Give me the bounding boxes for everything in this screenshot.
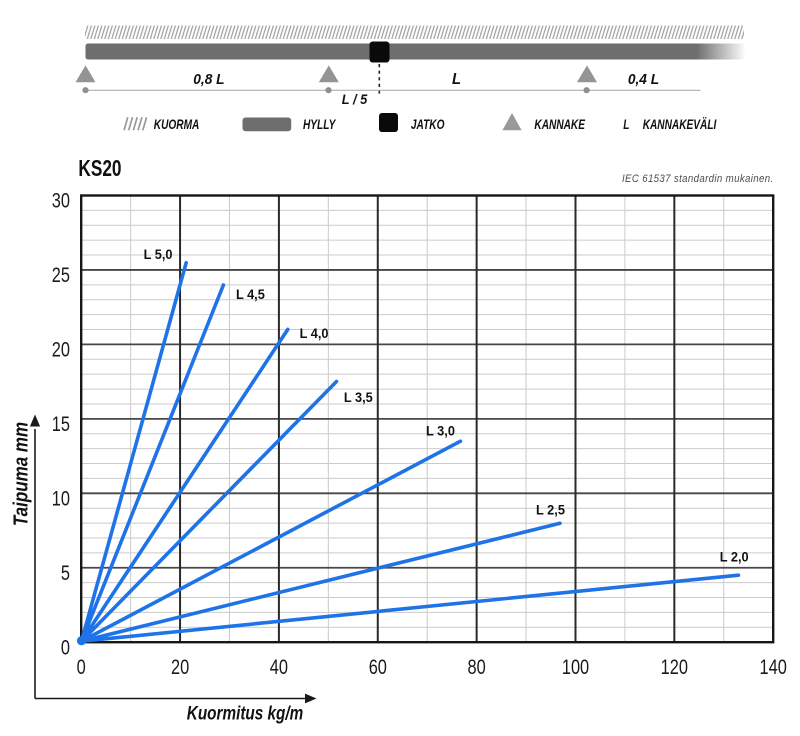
svg-text:L 4,0: L 4,0 [300, 325, 329, 341]
svg-text:40: 40 [270, 655, 288, 678]
svg-text:100: 100 [562, 655, 589, 678]
svg-text:0,4 L: 0,4 L [628, 71, 659, 87]
svg-text:20: 20 [52, 338, 70, 361]
svg-text:30: 30 [52, 189, 70, 212]
svg-text:L: L [452, 71, 461, 88]
svg-text:140: 140 [760, 655, 787, 678]
svg-text:KANNAKEVÄLI: KANNAKEVÄLI [643, 115, 717, 132]
svg-text:KANNAKE: KANNAKE [534, 116, 585, 132]
svg-text:0,8 L: 0,8 L [193, 71, 224, 87]
svg-text:80: 80 [467, 655, 485, 678]
svg-text:JATKO: JATKO [411, 116, 445, 132]
svg-text:5: 5 [61, 561, 70, 584]
svg-text:L 4,5: L 4,5 [236, 287, 265, 303]
svg-text:10: 10 [52, 487, 70, 510]
svg-text:HYLLY: HYLLY [303, 116, 336, 132]
svg-text:60: 60 [369, 655, 387, 678]
svg-text:L 5,0: L 5,0 [144, 246, 173, 262]
svg-text:Taipuma mm: Taipuma mm [9, 422, 32, 526]
svg-text:L / 5: L / 5 [342, 92, 368, 107]
svg-text:L 3,5: L 3,5 [344, 389, 373, 405]
svg-text:IEC 61537 standardin mukainen.: IEC 61537 standardin mukainen. [622, 174, 774, 186]
svg-text:0: 0 [77, 655, 86, 678]
svg-text:KS20: KS20 [78, 157, 121, 182]
svg-text:L 2,5: L 2,5 [536, 502, 565, 518]
svg-text:KUORMA: KUORMA [154, 116, 200, 132]
svg-text:L 3,0: L 3,0 [426, 423, 455, 439]
svg-text:L: L [623, 116, 629, 132]
svg-text:20: 20 [171, 655, 189, 678]
svg-text:L 2,0: L 2,0 [720, 549, 749, 565]
svg-text:120: 120 [661, 655, 688, 678]
svg-text:25: 25 [52, 263, 70, 286]
svg-text:0: 0 [61, 635, 70, 658]
svg-text:15: 15 [52, 412, 70, 435]
svg-text:Kuormitus kg/m: Kuormitus kg/m [187, 702, 303, 724]
